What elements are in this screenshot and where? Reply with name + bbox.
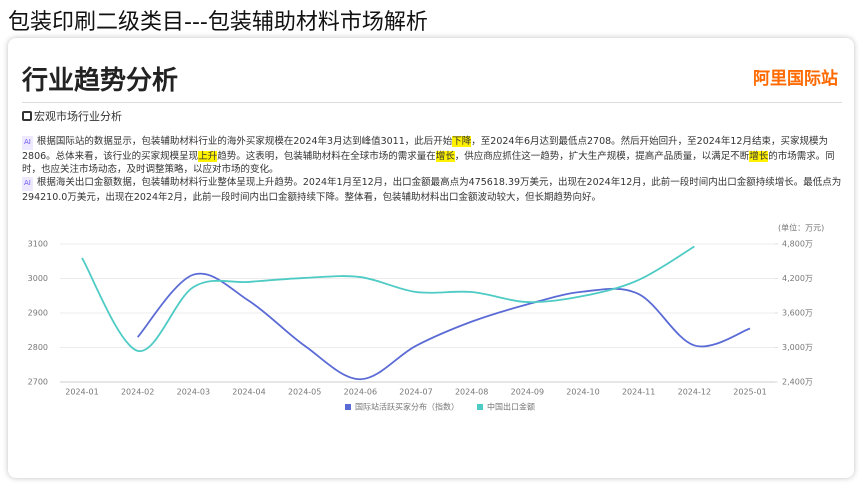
y-tick-label: 2800 [28, 343, 48, 352]
ai-badge: AI [22, 136, 33, 150]
x-tick-label: 2024-06 [344, 388, 377, 397]
highlight-text: 增长 [435, 150, 455, 162]
paragraph: AI 根据海关出口金额数据，包装辅助材料行业整体呈现上升趋势。2024年1月至12… [22, 176, 842, 204]
legend-swatch [477, 404, 483, 410]
paragraph-text: 根据国际站的数据显示，包装辅助材料行业的海外买家规模在2024年3月达到峰值30… [36, 136, 453, 147]
x-tick-label: 2024-02 [121, 388, 154, 397]
paragraph-text: 趋势。这表明，包装辅助材料在全球市场的需求量在 [217, 150, 436, 162]
page-title: 包装印刷二级类目---包装辅助材料市场解析 [8, 10, 428, 35]
card [8, 38, 854, 478]
line [81, 245, 695, 352]
y-tick-label: 3100 [28, 240, 48, 249]
x-tick-label: 2024-11 [622, 388, 655, 397]
highlight-text: 增长 [749, 150, 769, 162]
section-title: 宏观市场行业分析 [34, 110, 122, 123]
highlight-text: 上升 [198, 150, 218, 162]
paragraph-text: 的市场需求。同时，也应关注市场动态，及时调整策略，以应对市场的变化。 [22, 150, 835, 176]
y2-tick-label: 3,600万 [782, 309, 813, 318]
paragraph-text: ，至2024年6月达到最低点2708。然后开始回升，至2024年12月结束，买家… [22, 136, 828, 162]
x-tick-label: 2024-01 [65, 388, 98, 397]
highlight-text: 下降 [452, 136, 472, 147]
section-icon [22, 111, 32, 121]
logo: 阿里国际站 [753, 69, 838, 89]
y-tick-label: 3000 [28, 274, 48, 283]
paragraph-text: ，供应商应抓住这一趋势，扩大生产规模，提高产品质量，以满足不断 [454, 150, 750, 162]
x-tick-label: 2024-09 [511, 388, 544, 397]
x-tick-label: 2024-10 [566, 388, 599, 397]
legend-label: 中国出口金额 [487, 402, 535, 412]
y2-axis-label: (单位：万元) [778, 223, 824, 233]
card-title: 行业趋势分析 [22, 66, 179, 96]
y2-tick-label: 4,200万 [782, 274, 813, 283]
ai-badge: AI [22, 177, 33, 191]
divider [22, 102, 842, 103]
x-tick-label: 2024-05 [288, 388, 321, 397]
x-tick-label: 2024-07 [399, 388, 432, 397]
legend-label: 国际站活跃买家分布（指数） [355, 402, 459, 412]
paragraph-text: 根据海关出口金额数据，包装辅助材料行业整体呈现上升趋势。2024年1月至12月，… [22, 177, 842, 203]
x-tick-label: 2024-08 [455, 388, 488, 397]
y-tick-label: 2900 [28, 309, 48, 318]
x-tick-label: 2024-03 [177, 388, 210, 397]
x-tick-label: 2024-12 [678, 388, 711, 397]
x-tick-label: 2024-04 [232, 388, 265, 397]
y2-tick-label: 3,000万 [782, 343, 813, 352]
line [136, 272, 751, 381]
x-tick-label: 2025-01 [733, 388, 766, 397]
y2-tick-label: 4,800万 [782, 240, 813, 249]
y2-tick-label: 2,400万 [782, 378, 813, 387]
y-tick-label: 2700 [28, 378, 48, 387]
legend-swatch [345, 404, 351, 410]
paragraph: AI 根据国际站的数据显示，包装辅助材料行业的海外买家规模在2024年3月达到峰值… [22, 135, 842, 177]
